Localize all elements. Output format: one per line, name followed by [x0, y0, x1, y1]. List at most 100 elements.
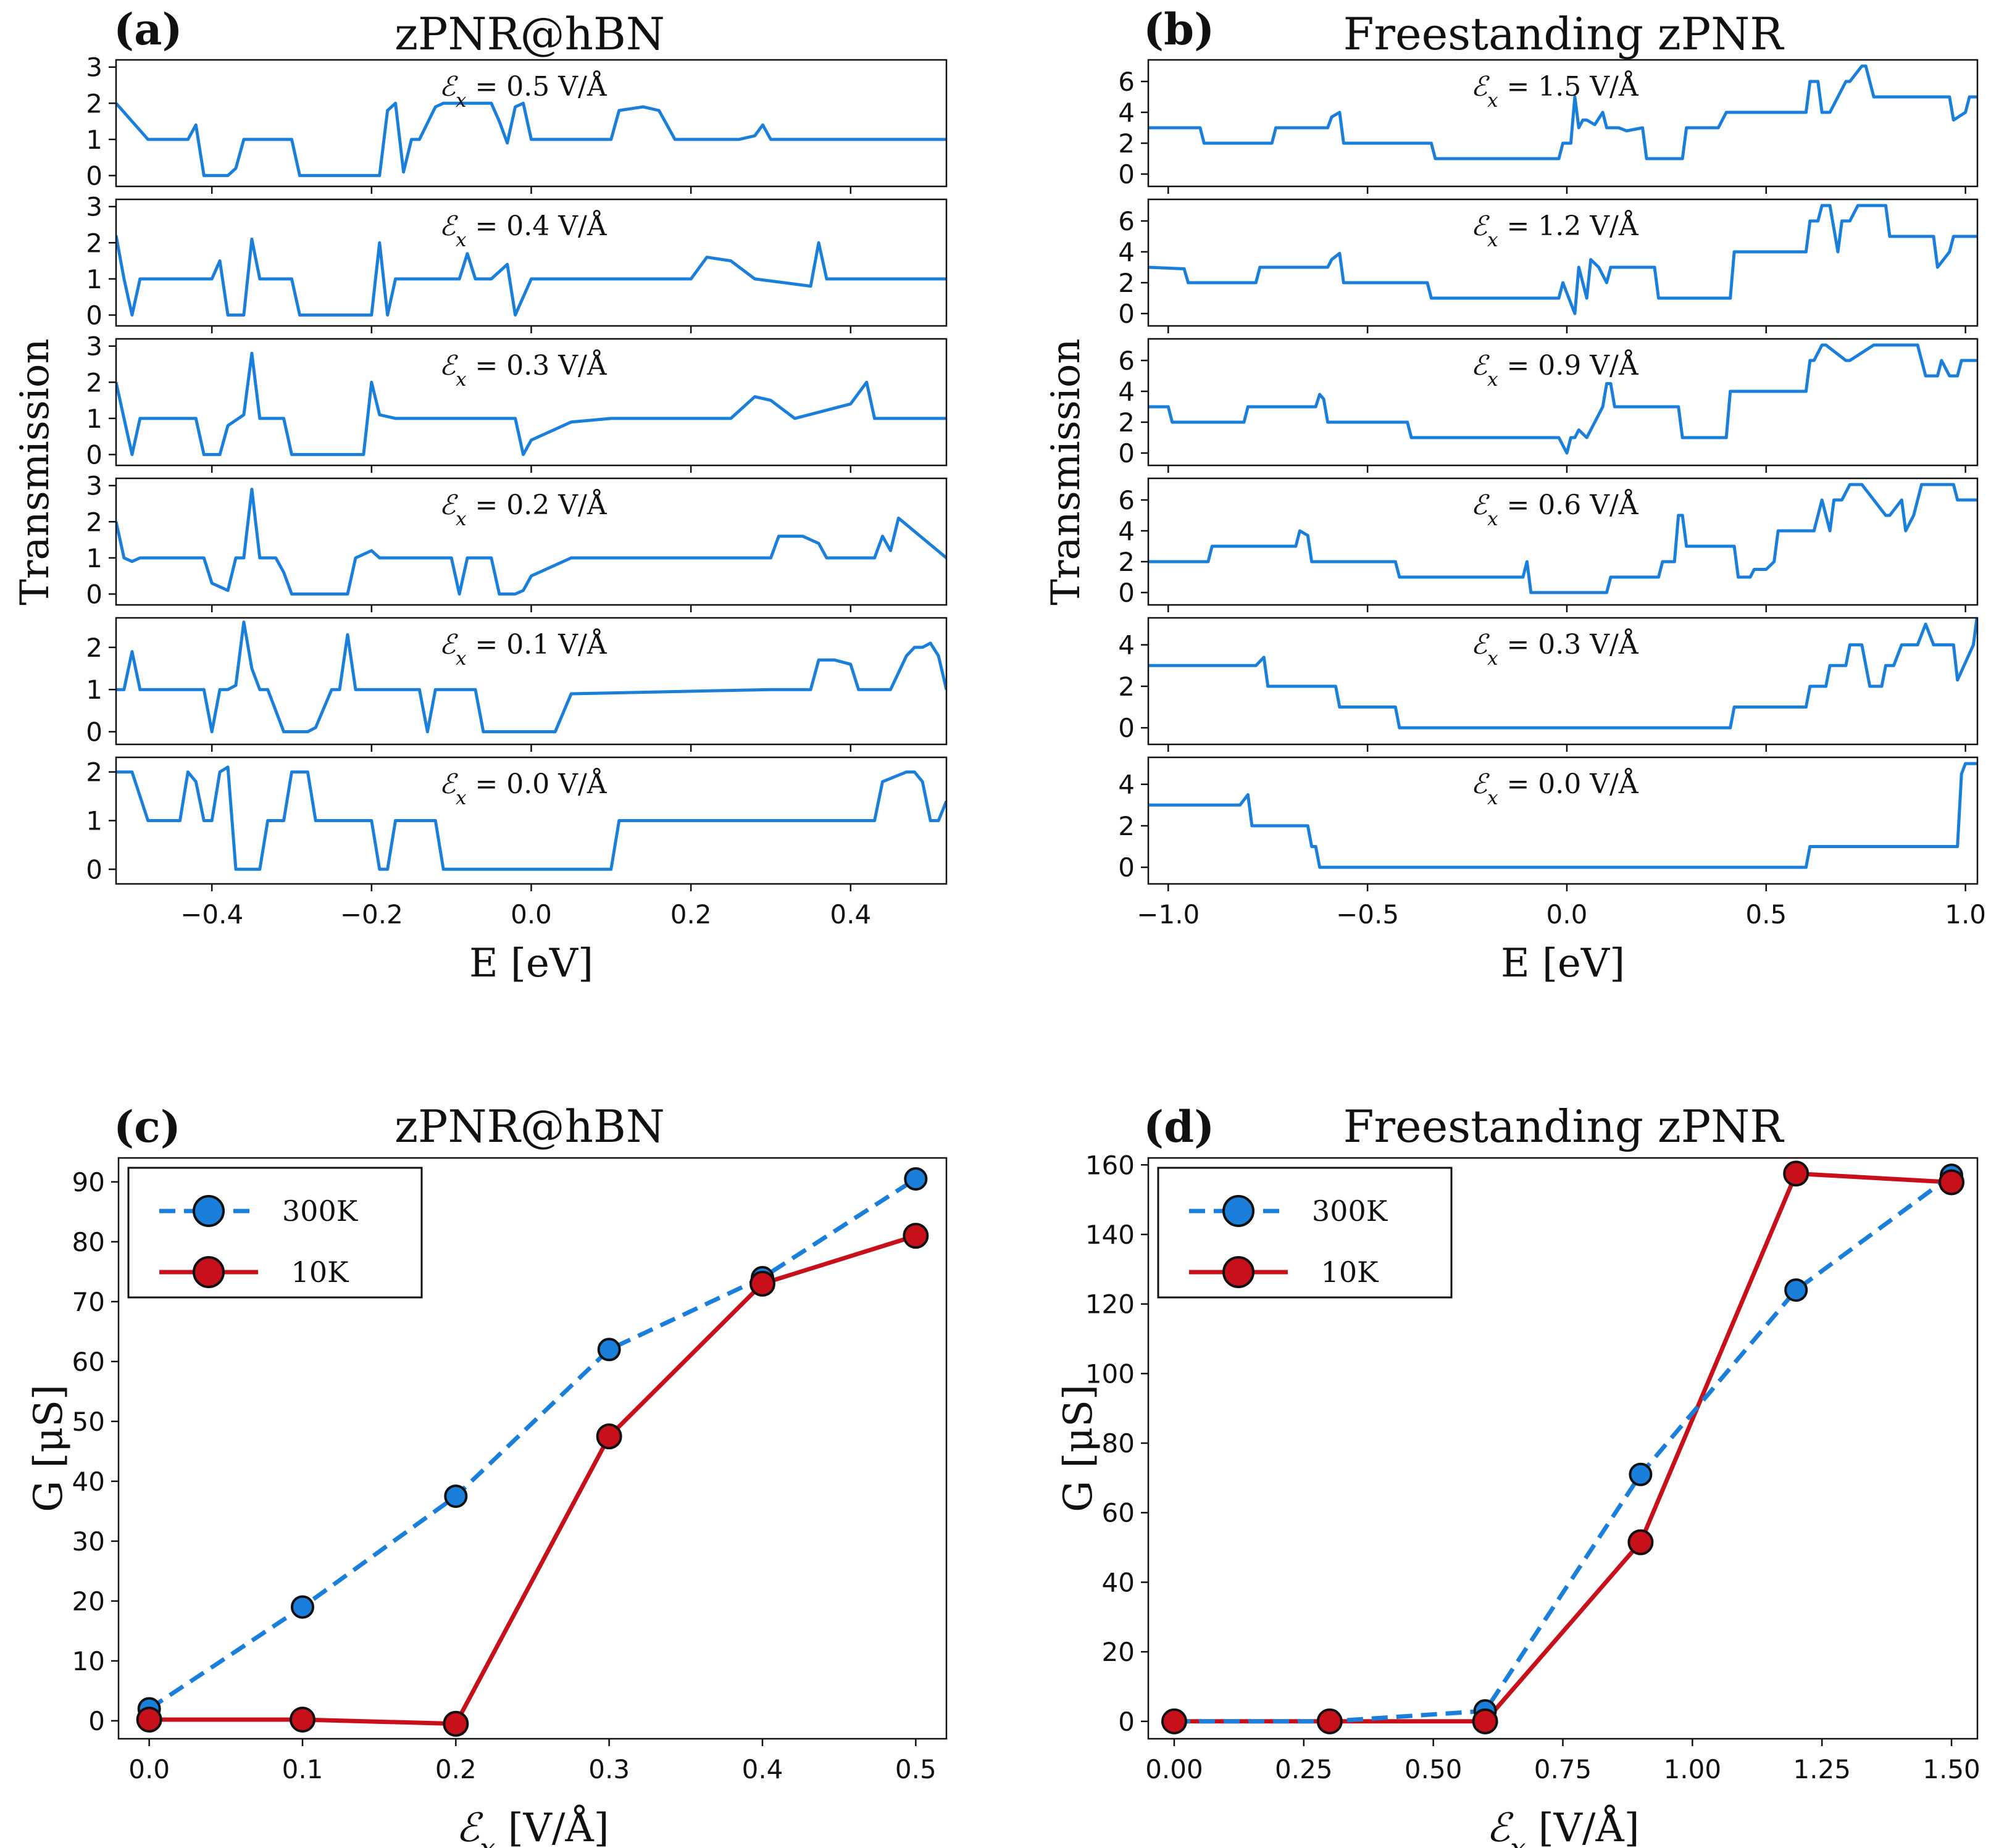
legend-marker-10k [193, 1256, 225, 1288]
y-tick-label: 3 [86, 52, 102, 83]
y-tick-label: 0 [1118, 299, 1135, 329]
y-axis-label: G [μS] [1056, 1384, 1101, 1512]
field-annotation-rest: = 0.5 V/Å [466, 70, 607, 102]
data-point-10k [903, 1223, 929, 1249]
transmission-line [116, 351, 946, 456]
x-tick-label: 0.75 [1534, 1754, 1592, 1784]
y-tick-label: 4 [1118, 377, 1135, 407]
x-tick-label: 1.00 [1664, 1754, 1722, 1784]
x-axis-label-sub: x [1510, 1832, 1526, 1848]
y-axis-label: Transmission [12, 338, 58, 606]
subplot-1: 0 1 2 3 ℰx = 0.4 V/Å [86, 192, 948, 333]
y-tick-label: 2 [1118, 128, 1135, 159]
x-tick-label: 0.4 [830, 899, 871, 930]
data-point-10k [290, 1706, 315, 1733]
y-tick-label: 0 [86, 160, 102, 191]
y-tick-label: 70 [72, 1287, 105, 1317]
y-tick-label: 1 [86, 675, 102, 705]
field-annotation-var: ℰ [439, 71, 458, 102]
x-tick-label: 1.0 [1945, 899, 1986, 930]
data-point-10k [1627, 1529, 1654, 1555]
y-tick-label: 60 [72, 1347, 105, 1377]
legend-label-300k: 300K [1312, 1194, 1388, 1228]
subplot-frame [1147, 198, 1979, 327]
y-tick-label: 0 [86, 300, 102, 330]
field-annotation-rest: = 1.5 V/Å [1498, 70, 1638, 102]
x-axis-label: E [eV] [469, 941, 593, 986]
field-annotation-var: ℰ [439, 350, 458, 381]
y-axis-label: Transmission [1043, 338, 1089, 606]
y-tick-label: 60 [1102, 1498, 1135, 1528]
transmission-line [1148, 64, 1977, 160]
y-tick-label: 2 [86, 228, 102, 258]
y-tick-label: 6 [1118, 67, 1135, 97]
panel-b-tag: (b) [1143, 4, 1214, 55]
y-tick-label: 120 [1085, 1289, 1135, 1320]
field-annotation: ℰx = 0.3 V/Å [439, 349, 607, 391]
data-point-10k [1472, 1708, 1498, 1734]
subplot-3: 0 1 2 3 ℰx = 0.2 V/Å [86, 471, 948, 612]
x-tick-label: 0.0 [511, 899, 552, 930]
y-tick-label: 6 [1118, 346, 1135, 376]
x-tick-label: 1.50 [1922, 1754, 1981, 1784]
transmission-line [116, 488, 946, 596]
y-tick-label: 140 [1085, 1220, 1135, 1250]
field-annotation-var: ℰ [1471, 489, 1490, 521]
legend-marker-300k [193, 1195, 225, 1227]
field-annotation: ℰx = 1.5 V/Å [1471, 70, 1638, 112]
field-annotation-sub: x [456, 787, 466, 809]
y-tick-label: 100 [1085, 1359, 1135, 1389]
y-tick-label: 2 [1118, 268, 1135, 298]
x-tick-label: 0.25 [1275, 1754, 1333, 1784]
subplot-frame [1147, 59, 1979, 188]
field-annotation-var: ℰ [439, 629, 458, 660]
x-tick-label: 0.2 [670, 899, 712, 930]
transmission-line [116, 765, 946, 871]
field-annotation: ℰx = 1.2 V/Å [1471, 209, 1638, 251]
y-tick-label: 1 [86, 543, 102, 573]
field-annotation-sub: x [456, 647, 466, 670]
panel-c-tag: (c) [114, 1101, 181, 1152]
y-tick-label: 160 [1085, 1150, 1135, 1180]
field-annotation: ℰx = 0.6 V/Å [1471, 488, 1638, 530]
y-tick-label: 3 [86, 331, 102, 362]
y-tick-label: 1 [86, 806, 102, 836]
data-point-10k [443, 1710, 469, 1737]
y-tick-label: 40 [72, 1467, 105, 1497]
data-point-10k [1783, 1160, 1809, 1187]
x-tick-label: 0.2 [435, 1754, 477, 1784]
x-tick-label: 0.3 [588, 1754, 630, 1784]
y-tick-label: 1 [86, 125, 102, 155]
transmission-line [1148, 204, 1977, 315]
field-annotation: ℰx = 0.9 V/Å [1471, 349, 1638, 391]
y-tick-label: 1 [86, 404, 102, 434]
panel-a-tag: (a) [114, 4, 183, 55]
y-tick-label: 0 [1118, 713, 1135, 743]
field-annotation-sub: x [1487, 787, 1498, 809]
y-tick-label: 0 [1118, 578, 1135, 608]
x-tick-label: 0.00 [1145, 1754, 1203, 1784]
subplot-5: 0 1 2 ℰx = 0.0 V/Å [86, 756, 948, 891]
y-tick-label: 40 [1102, 1567, 1135, 1597]
transmission-line [1148, 483, 1977, 594]
x-tick-label: 1.25 [1793, 1754, 1851, 1784]
data-point-10k [1939, 1169, 1965, 1196]
x-tick-label: −1.0 [1137, 899, 1200, 930]
legend: 300K 10K [1157, 1167, 1453, 1299]
field-annotation-sub: x [456, 89, 466, 112]
field-annotation-var: ℰ [1471, 71, 1490, 102]
data-point-10k [1161, 1708, 1187, 1734]
data-point-300k [291, 1595, 314, 1619]
field-annotation: ℰx = 0.2 V/Å [439, 488, 607, 530]
series-line-300k [1174, 1173, 1953, 1724]
transmission-line [1148, 762, 1977, 869]
field-annotation-rest: = 1.2 V/Å [1498, 209, 1638, 242]
y-tick-label: 2 [86, 507, 102, 537]
field-annotation-sub: x [1487, 508, 1498, 530]
y-tick-label: 10 [72, 1646, 105, 1676]
data-point-10k [136, 1706, 162, 1733]
y-tick-label: 0 [1118, 438, 1135, 468]
chart-title: Freestanding zPNR [1343, 8, 1785, 60]
